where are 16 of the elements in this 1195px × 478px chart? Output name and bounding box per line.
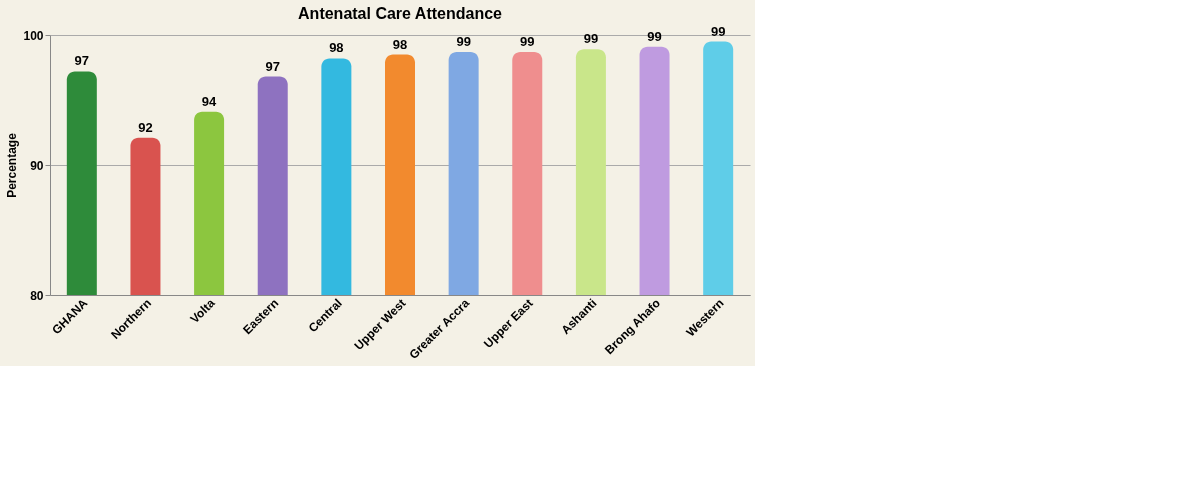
chart-title: Antenatal Care Attendance (298, 4, 503, 22)
data-label: 99 (710, 23, 726, 39)
data-label: 99 (647, 28, 662, 44)
data-label: 99 (456, 33, 471, 49)
data-label: 98 (329, 40, 344, 56)
data-label: 99 (583, 31, 599, 47)
data-label: 94 (201, 93, 218, 109)
data-label: 99 (520, 33, 535, 49)
data-label: 97 (74, 53, 90, 69)
y-axis-title: Percentage (5, 132, 20, 198)
y-tick-label: 80 (30, 288, 44, 303)
data-label: 98 (392, 36, 408, 52)
y-tick-label: 90 (30, 158, 44, 173)
data-label: 92 (138, 119, 153, 135)
y-tick-label: 100 (23, 28, 44, 43)
data-label: 97 (265, 58, 280, 74)
